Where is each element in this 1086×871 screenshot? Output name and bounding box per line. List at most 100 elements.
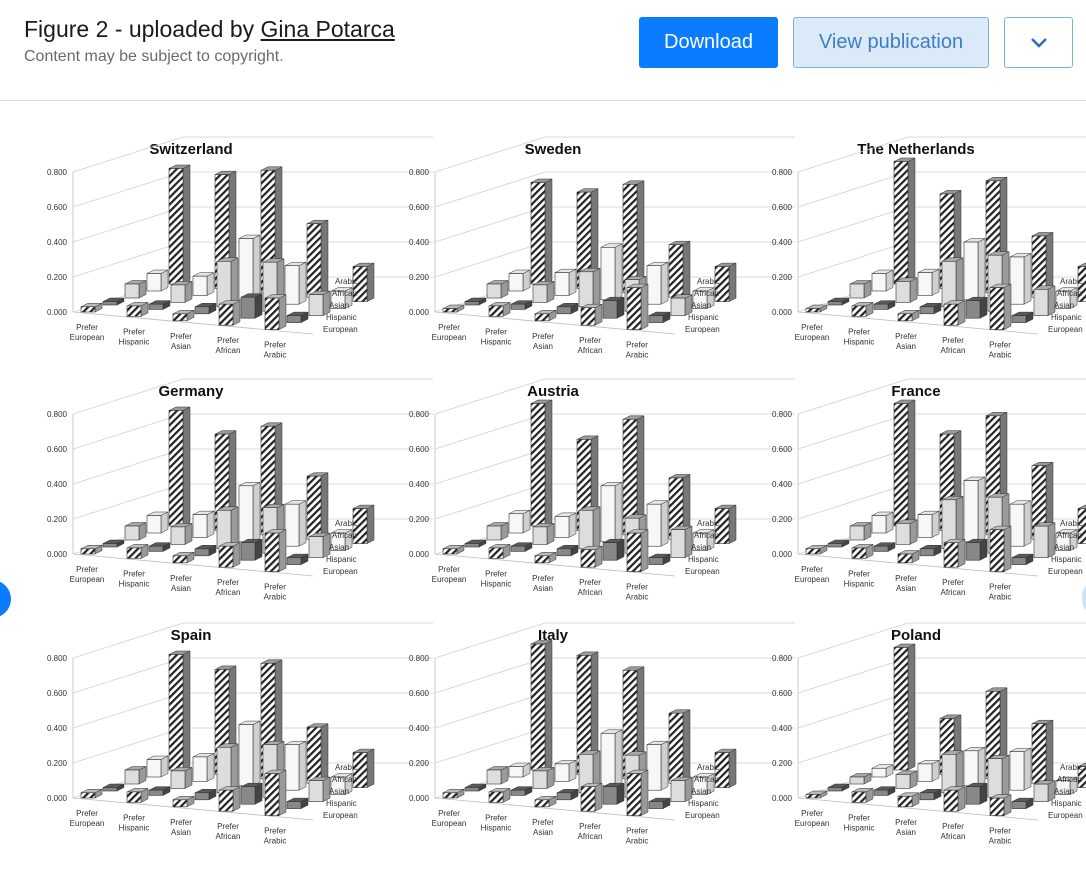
bar — [218, 789, 234, 812]
x-tick-label: Prefer — [895, 818, 917, 827]
series-label: Asian — [1054, 543, 1074, 552]
bar — [172, 555, 188, 564]
more-options-button[interactable] — [1004, 17, 1073, 68]
series-label: Asian — [329, 301, 349, 310]
bar — [286, 315, 302, 323]
bar-side — [230, 257, 239, 308]
bar — [238, 724, 254, 787]
bar — [895, 774, 911, 789]
download-button[interactable]: Download — [639, 17, 778, 68]
x-tick-label: African — [578, 346, 603, 355]
bar — [146, 273, 162, 292]
bar-side — [1023, 747, 1032, 791]
bar-side — [252, 481, 261, 543]
y-tick-label: 0.400 — [409, 480, 430, 489]
series-label: African — [694, 775, 719, 784]
view-publication-button[interactable]: View publication — [793, 17, 989, 68]
bar — [893, 647, 909, 771]
bar — [488, 547, 504, 559]
y-tick-label: 0.000 — [47, 308, 68, 317]
bar-side — [522, 509, 531, 534]
y-tick-label: 0.600 — [772, 445, 793, 454]
bar — [600, 247, 616, 301]
x-tick-label: Asian — [533, 828, 553, 837]
x-axis — [434, 797, 676, 821]
series-label: Arabic — [697, 519, 720, 528]
x-tick-label: Prefer — [170, 332, 192, 341]
bar — [849, 776, 865, 785]
bar — [851, 305, 867, 317]
x-tick-label: Arabic — [989, 837, 1012, 846]
bar — [849, 525, 865, 541]
bar-side — [728, 748, 737, 789]
bar — [330, 776, 346, 795]
x-tick-label: Asian — [533, 584, 553, 593]
series-label: Asian — [329, 787, 349, 796]
chart-panel: Italy0.0000.2000.4000.6000.800PreferEuro… — [409, 622, 795, 846]
y-tick-label: 0.200 — [47, 759, 68, 768]
x-tick-label: Prefer — [438, 809, 460, 818]
series-label: African — [694, 289, 719, 298]
series-label: European — [323, 811, 358, 820]
bar — [442, 548, 458, 555]
bar-side — [957, 300, 966, 326]
author-link[interactable]: Gina Potarca — [260, 16, 395, 42]
bar — [851, 547, 867, 559]
bar-side — [206, 510, 215, 538]
bar-side — [931, 510, 940, 538]
bar — [192, 756, 208, 782]
x-tick-label: Hispanic — [844, 337, 875, 346]
bar — [827, 301, 843, 306]
bar-side — [682, 709, 691, 784]
bar — [1009, 256, 1025, 305]
bar — [895, 281, 911, 303]
bar — [987, 758, 1003, 798]
bar — [534, 555, 550, 564]
bar — [284, 744, 300, 791]
y-tick-label: 0.800 — [409, 168, 430, 177]
series-label: Hispanic — [326, 555, 357, 564]
bar-side — [320, 723, 329, 784]
gridline — [797, 136, 1086, 173]
series-label: European — [685, 811, 720, 820]
x-tick-label: Prefer — [76, 323, 98, 332]
y-tick-label: 0.200 — [47, 515, 68, 524]
bar — [464, 543, 480, 548]
chevron-down-icon — [1030, 37, 1047, 48]
y-tick-label: 0.000 — [409, 308, 430, 317]
bar — [124, 525, 140, 541]
y-tick-label: 0.600 — [409, 203, 430, 212]
bar — [238, 485, 254, 543]
x-tick-label: Arabic — [264, 351, 287, 360]
next-figure-button[interactable] — [1082, 586, 1086, 610]
bar-side — [206, 752, 215, 782]
bar — [510, 545, 526, 552]
bar — [240, 786, 256, 805]
bar — [873, 545, 889, 552]
bar — [919, 306, 935, 315]
y-tick-label: 0.400 — [772, 724, 793, 733]
figure-title-prefix: Figure 2 - uploaded by — [24, 16, 261, 42]
chart-title: France — [891, 383, 940, 400]
series-label: African — [694, 531, 719, 540]
bar — [330, 290, 346, 309]
series-label: Hispanic — [1051, 313, 1082, 322]
bar-side — [182, 650, 191, 771]
gridline — [72, 448, 433, 485]
bar — [218, 303, 234, 326]
bar — [218, 545, 234, 568]
bar — [1055, 532, 1071, 551]
gridline — [797, 378, 1086, 415]
y-tick-label: 0.600 — [47, 689, 68, 698]
chart-panel: Switzerland 0.000 0.200 0.400 0.600 0.800 Pref… — [47, 136, 433, 360]
gridline — [72, 622, 433, 659]
previous-figure-button[interactable] — [0, 580, 11, 618]
series-label: Asian — [691, 543, 711, 552]
series-label: Asian — [1054, 787, 1074, 796]
bar — [510, 789, 526, 796]
x-axis — [434, 311, 676, 335]
gridline — [434, 378, 795, 415]
bar — [556, 306, 572, 315]
chart-panel: Spain0.0000.2000.4000.6000.800PreferEuro… — [47, 622, 433, 846]
x-tick-label: Prefer — [801, 809, 823, 818]
